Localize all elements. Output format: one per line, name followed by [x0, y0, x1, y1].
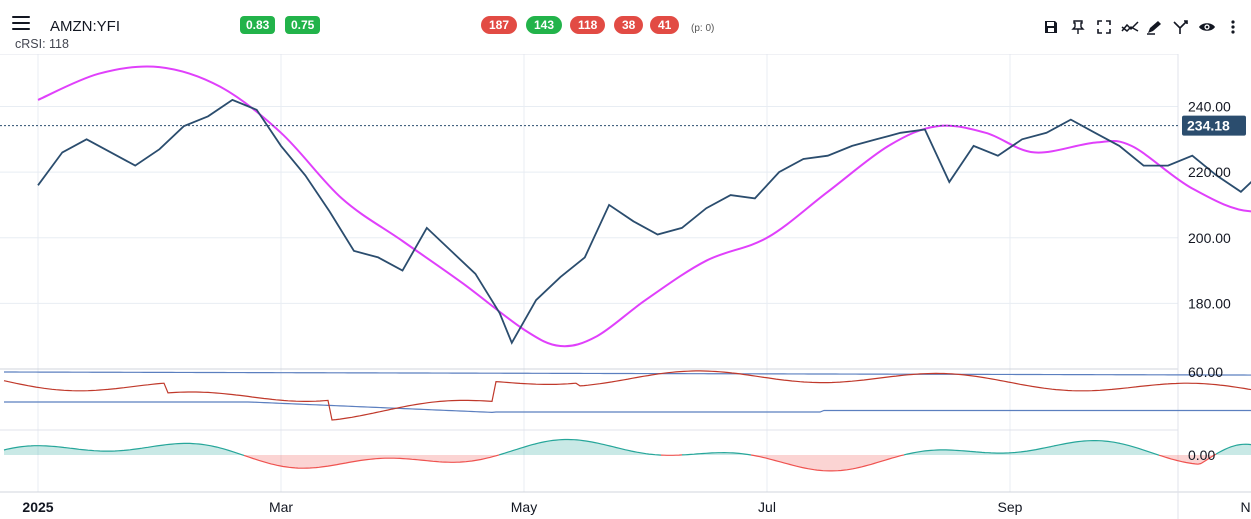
- badge-center-1: 143: [526, 16, 563, 34]
- momentum-negative-line: [243, 453, 1217, 472]
- rsi-panel: [3, 370, 1251, 421]
- fork-icon[interactable]: [1172, 19, 1190, 37]
- time-tick-0: 2025: [22, 499, 53, 515]
- rsi-line: [3, 370, 1251, 421]
- rsi-upper-band: [3, 371, 1251, 376]
- save-icon[interactable]: [1042, 19, 1060, 37]
- pin-icon[interactable]: [1069, 19, 1087, 37]
- momentum-panel: [3, 438, 1251, 472]
- badge-left-0: 0.83: [240, 16, 276, 34]
- badge-center-0: 187: [481, 16, 518, 34]
- indicator-label: cRSI: 118: [15, 37, 69, 51]
- last-price-label: 234.18: [1187, 118, 1230, 134]
- momentum-negative-fill: [4, 455, 1251, 471]
- time-tick-1: Mar: [269, 499, 293, 515]
- more-icon[interactable]: [1224, 19, 1242, 37]
- momentum-positive-fill: [4, 439, 1251, 455]
- cycle-series-line: [37, 65, 1251, 348]
- momentum-positive-line: [3, 438, 1251, 456]
- draw-icon[interactable]: [1146, 19, 1164, 37]
- badge-center-3: 38: [614, 16, 644, 34]
- price-axis: 240.00 220.00 200.00 180.00: [1188, 99, 1231, 312]
- osc-tick-0: 60.00: [1188, 364, 1223, 380]
- chart-header: AMZN:YFI cRSI: 118 0.83 0.75 187 143 118…: [0, 0, 1251, 54]
- time-tick-4: Sep: [998, 499, 1023, 515]
- price-tick-3: 180.00: [1188, 295, 1231, 311]
- fullscreen-icon[interactable]: [1095, 19, 1113, 37]
- chart-area[interactable]: 240.00 220.00 200.00 180.00 234.18 60.00 0.0…: [0, 54, 1251, 519]
- time-tick-2: May: [511, 499, 537, 515]
- last-price-tag: 234.18: [1182, 115, 1246, 136]
- badge-left-1: 0.75: [285, 16, 321, 34]
- compare-icon[interactable]: [1121, 19, 1139, 37]
- time-axis: 2025MarMayJulSepNov2026MarMayJul: [22, 499, 1251, 515]
- badge-center-4: 41: [650, 16, 680, 34]
- p-count-label: (p: 0): [691, 23, 715, 34]
- price-tick-2: 200.00: [1188, 230, 1231, 246]
- price-tick-1: 220.00: [1188, 164, 1231, 180]
- eye-icon[interactable]: [1198, 19, 1216, 37]
- symbol-label[interactable]: AMZN:YFI: [50, 18, 120, 35]
- badge-center-2: 118: [570, 16, 606, 34]
- price-tick-0: 240.00: [1188, 99, 1231, 115]
- menu-icon[interactable]: [12, 16, 30, 30]
- price-series-line: [37, 98, 1251, 345]
- oscillator-axis: 60.00 0.00: [1188, 364, 1223, 463]
- time-tick-5: Nov: [1241, 499, 1251, 515]
- pane-separators: [0, 54, 1251, 519]
- time-tick-3: Jul: [758, 499, 776, 515]
- rsi-lower-band: [4, 401, 1251, 413]
- osc-tick-1: 0.00: [1188, 447, 1215, 463]
- grid-lines: [0, 54, 1178, 492]
